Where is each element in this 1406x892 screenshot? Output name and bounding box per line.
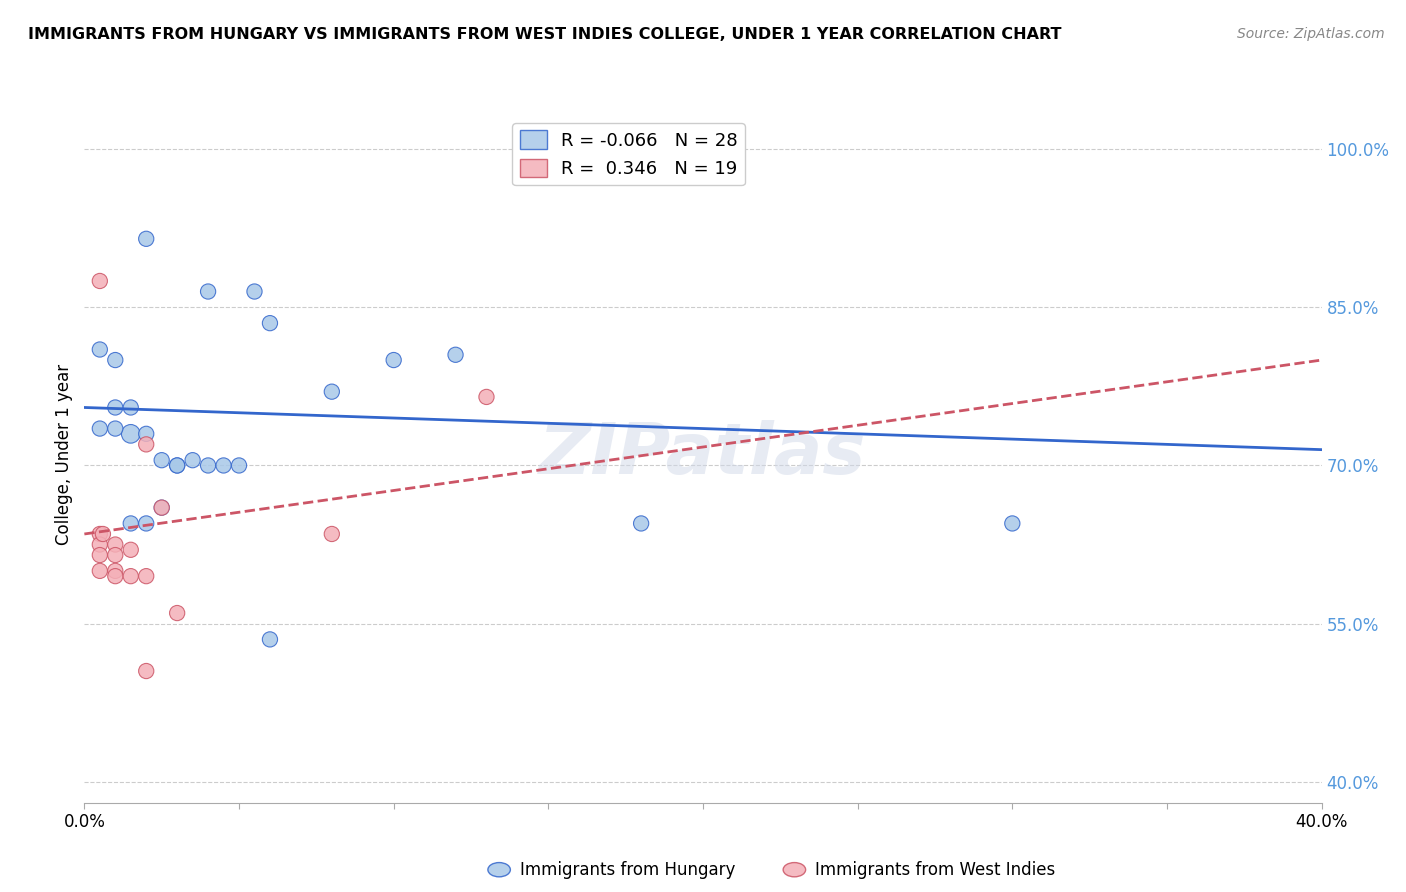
Point: [104, 421, 127, 435]
Point: [166, 458, 188, 473]
Text: Immigrants from West Indies: Immigrants from West Indies: [815, 861, 1056, 879]
Point: [104, 569, 127, 583]
Point: [135, 232, 157, 246]
Point: [150, 500, 173, 515]
Point: [150, 453, 173, 467]
Point: [135, 516, 157, 531]
Point: [89, 537, 111, 551]
Point: [104, 401, 127, 415]
Point: [104, 548, 127, 562]
Point: [475, 390, 498, 404]
Point: [382, 353, 405, 368]
Point: [104, 537, 127, 551]
Point: [135, 437, 157, 451]
Point: [150, 500, 173, 515]
Point: [630, 516, 652, 531]
Point: [181, 453, 204, 467]
Point: [89, 564, 111, 578]
Point: [197, 458, 219, 473]
Point: [104, 353, 127, 368]
Point: [120, 426, 142, 441]
Point: [321, 527, 343, 541]
Point: [89, 274, 111, 288]
Point: [321, 384, 343, 399]
Point: [243, 285, 266, 299]
Point: [259, 316, 281, 330]
Text: Immigrants from Hungary: Immigrants from Hungary: [520, 861, 735, 879]
Point: [135, 664, 157, 678]
Point: [135, 426, 157, 441]
Text: IMMIGRANTS FROM HUNGARY VS IMMIGRANTS FROM WEST INDIES COLLEGE, UNDER 1 YEAR COR: IMMIGRANTS FROM HUNGARY VS IMMIGRANTS FR…: [28, 27, 1062, 42]
Point: [197, 285, 219, 299]
Point: [1001, 516, 1024, 531]
Point: [120, 569, 142, 583]
Point: [89, 343, 111, 357]
Point: [228, 458, 250, 473]
Point: [104, 564, 127, 578]
Point: [89, 548, 111, 562]
Point: [120, 516, 142, 531]
Legend: R = -0.066   N = 28, R =  0.346   N = 19: R = -0.066 N = 28, R = 0.346 N = 19: [512, 123, 745, 186]
Point: [135, 569, 157, 583]
Point: [89, 421, 111, 435]
Point: [259, 632, 281, 647]
Y-axis label: College, Under 1 year: College, Under 1 year: [55, 364, 73, 546]
Point: [212, 458, 235, 473]
Point: [444, 348, 467, 362]
Point: [166, 606, 188, 620]
Point: [120, 401, 142, 415]
Point: [120, 542, 142, 557]
Text: ZIPatlas: ZIPatlas: [540, 420, 866, 490]
Point: [89, 527, 111, 541]
Point: [91, 527, 114, 541]
Text: Source: ZipAtlas.com: Source: ZipAtlas.com: [1237, 27, 1385, 41]
Point: [166, 458, 188, 473]
